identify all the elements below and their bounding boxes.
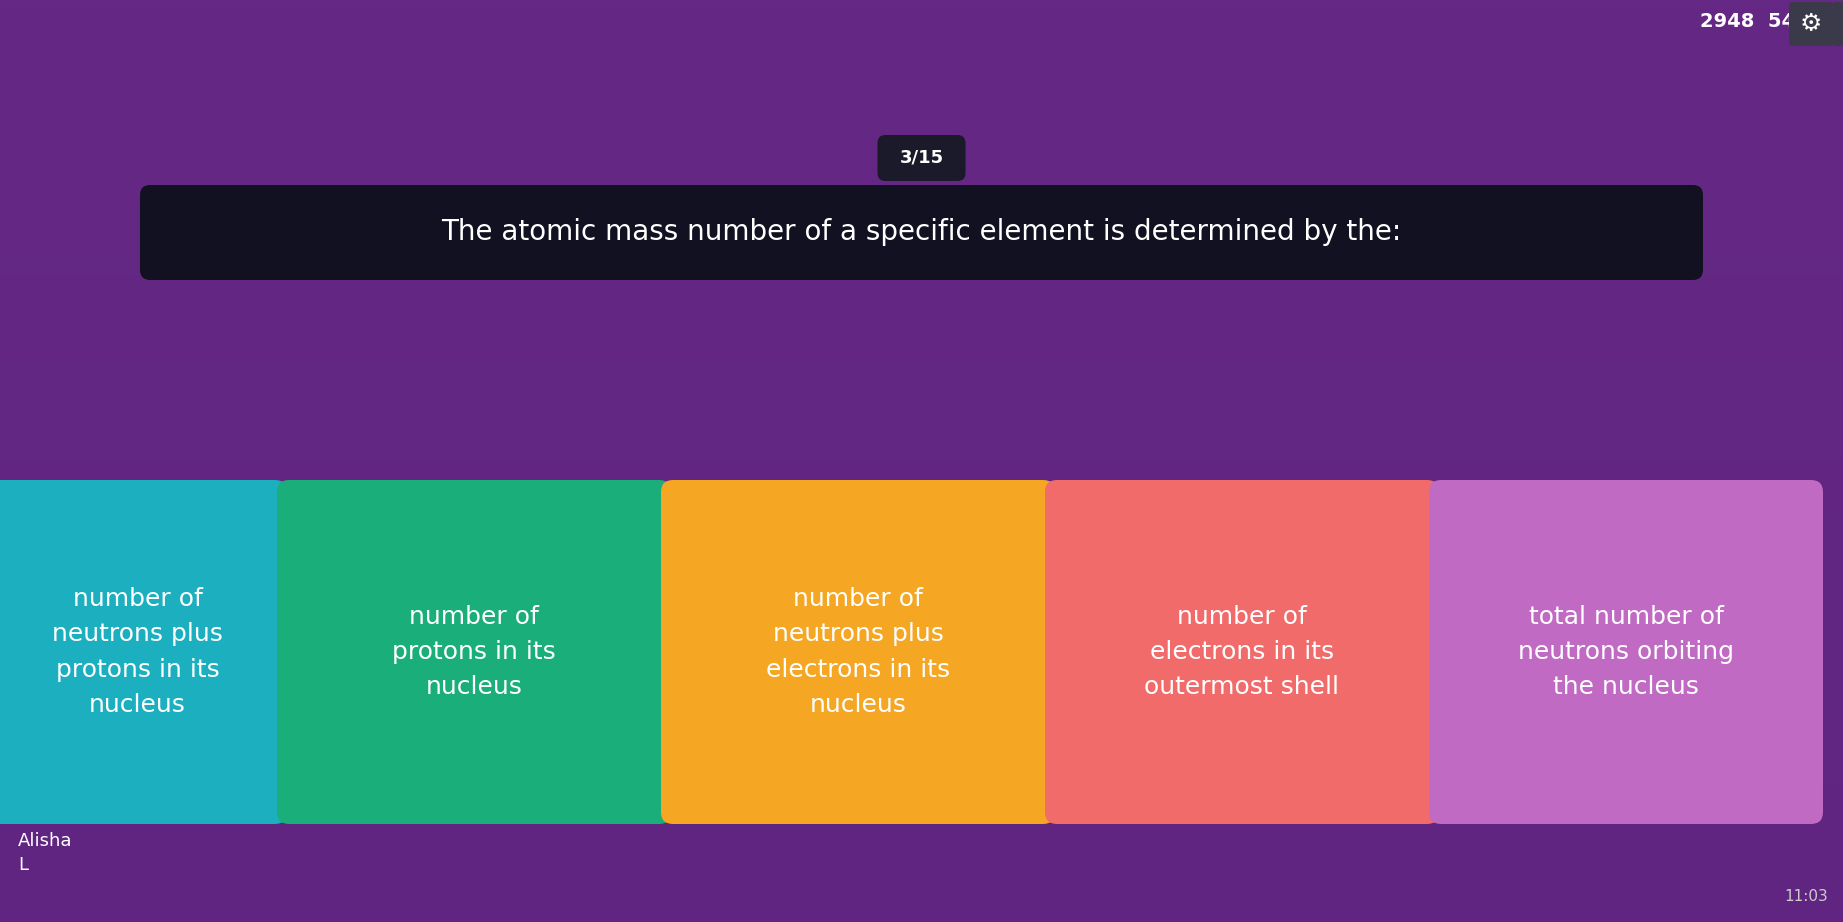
Text: 11:03: 11:03: [1784, 889, 1828, 904]
Text: number of
neutrons plus
protons in its
nucleus: number of neutrons plus protons in its n…: [52, 587, 223, 717]
FancyBboxPatch shape: [276, 480, 671, 824]
FancyBboxPatch shape: [662, 480, 1054, 824]
FancyBboxPatch shape: [1790, 2, 1834, 46]
Text: total number of
neutrons orbiting
the nucleus: total number of neutrons orbiting the nu…: [1519, 605, 1734, 700]
Text: 2948  5424: 2948 5424: [1699, 13, 1823, 31]
Text: number of
electrons in its
outermost shell: number of electrons in its outermost she…: [1145, 605, 1340, 700]
Text: The atomic mass number of a specific element is determined by the:: The atomic mass number of a specific ele…: [440, 219, 1403, 246]
Text: number of
protons in its
nucleus: number of protons in its nucleus: [393, 605, 557, 700]
Text: 3/15: 3/15: [899, 149, 944, 167]
Text: number of
neutrons plus
electrons in its
nucleus: number of neutrons plus electrons in its…: [767, 587, 949, 717]
FancyBboxPatch shape: [1045, 480, 1439, 824]
Text: Alisha
L: Alisha L: [18, 832, 72, 874]
FancyBboxPatch shape: [1832, 2, 1843, 46]
FancyBboxPatch shape: [0, 480, 288, 824]
FancyBboxPatch shape: [140, 185, 1703, 280]
Text: ⚙: ⚙: [1801, 12, 1823, 36]
FancyBboxPatch shape: [1428, 480, 1823, 824]
FancyBboxPatch shape: [877, 135, 966, 181]
